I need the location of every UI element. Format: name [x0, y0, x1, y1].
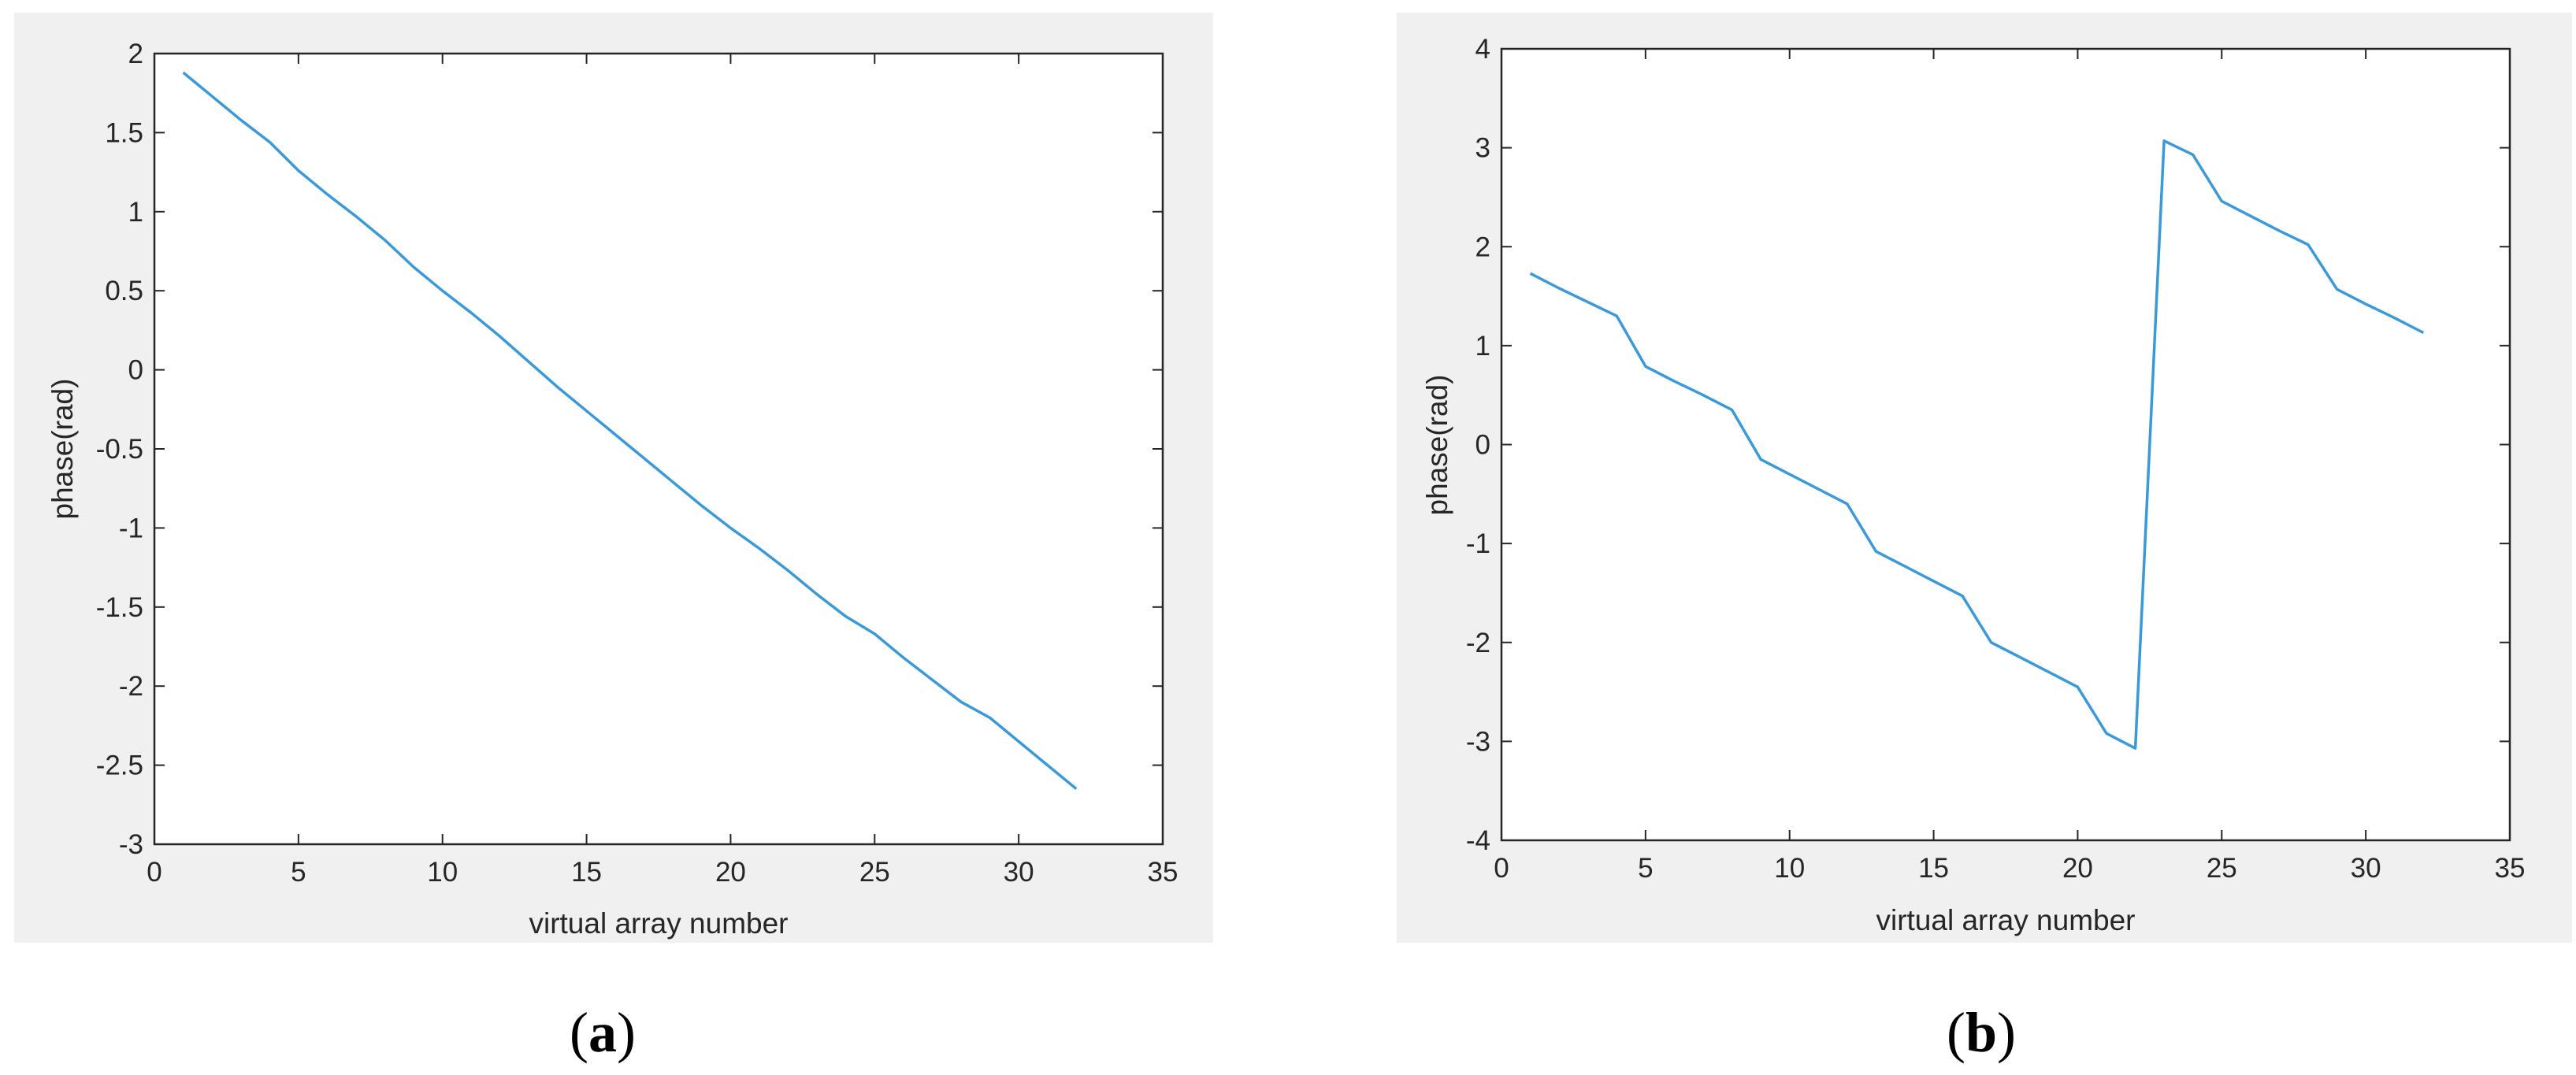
panel-b-x-tick-label: 15 — [1918, 853, 1949, 884]
panel-a-x-axis-label: virtual array number — [529, 907, 788, 940]
panel-a-y-tick-label: -2 — [119, 671, 143, 702]
panel-b-caption-close: ) — [1997, 1001, 2016, 1064]
panel-b: -4 -3 -2 -1 0 1 2 3 4 0 5 10 15 20 25 30 35 virtual arr… — [1397, 13, 2572, 943]
panel-a-y-tick-label: 0 — [128, 355, 143, 386]
panel-a-x-tick-label: 0 — [147, 857, 161, 888]
panel-a-y-tick-label: 0.5 — [105, 276, 143, 306]
panel-a-x-tick-label: 10 — [427, 857, 458, 888]
panel-b-y-ticks: -4 -3 -2 -1 0 1 2 3 4 — [1466, 34, 2510, 856]
panel-b-caption-open: ( — [1947, 1001, 1965, 1064]
panel-b-x-tick-label: 30 — [2351, 853, 2381, 884]
panel-b-data-line — [1529, 139, 2425, 750]
panel-a-x-tick-label: 15 — [571, 857, 602, 888]
panel-a-x-tick-label: 35 — [1148, 857, 1179, 888]
panel-b-y-tick-label: 4 — [1475, 34, 1490, 65]
panel-a-y-tick-label: -3 — [119, 829, 143, 860]
panel-a-x-tick-label: 30 — [1004, 857, 1034, 888]
panel-a-y-tick-label: 2 — [128, 39, 143, 69]
panel-b-plot-area — [1501, 49, 2510, 840]
panel-b-x-tick-label: 20 — [2062, 853, 2093, 884]
panel-b-y-tick-label: -2 — [1466, 628, 1490, 658]
panel-a-x-tick-label: 5 — [291, 857, 306, 888]
panel-a: -3 -2.5 -2 -1.5 -1 -0.5 0 0.5 1 1.5 2 0 5 10 15 20 25 30… — [14, 13, 1213, 943]
panel-a-y-tick-label: -1 — [119, 513, 143, 543]
panel-a-x-ticks: 0 5 10 15 20 25 30 35 — [147, 54, 1178, 888]
panel-b-y-tick-label: 0 — [1475, 430, 1490, 461]
panel-b-y-tick-label: -3 — [1466, 726, 1490, 757]
panel-b-y-axis-label: phase(rad) — [1421, 375, 1453, 516]
panel-a-data-line — [182, 71, 1078, 791]
panel-b-y-tick-label: 2 — [1475, 232, 1490, 262]
panel-a-y-axis-label: phase(rad) — [46, 379, 79, 520]
panel-a-caption-letter: a — [588, 1001, 617, 1064]
panel-a-x-tick-label: 20 — [715, 857, 746, 888]
panel-b-x-tick-label: 0 — [1494, 853, 1509, 884]
panel-a-y-tick-label: -2.5 — [96, 751, 143, 781]
panel-b-y-tick-label: -1 — [1466, 528, 1490, 559]
panel-b-y-tick-label: 1 — [1475, 331, 1490, 361]
panel-b-axes-frame — [1500, 47, 2511, 842]
panel-a-y-ticks: -3 -2.5 -2 -1.5 -1 -0.5 0 0.5 1 1.5 2 — [96, 39, 1163, 860]
panel-b-caption: (b) — [1947, 1001, 2016, 1064]
panel-a-axes-frame — [153, 52, 1164, 846]
panel-a-y-tick-label: -1.5 — [96, 592, 143, 623]
panel-a-x-tick-label: 25 — [859, 857, 890, 888]
panel-a-plot-area — [154, 54, 1163, 844]
panel-b-x-tick-label: 25 — [2207, 853, 2237, 884]
panel-b-x-axis-label: virtual array number — [1876, 904, 2135, 936]
panel-b-y-tick-label: -4 — [1466, 825, 1490, 856]
panel-b-x-tick-label: 5 — [1638, 853, 1653, 884]
panel-a-y-tick-label: 1.5 — [105, 117, 143, 148]
panel-b-y-tick-label: 3 — [1475, 133, 1490, 164]
panel-b-x-tick-label: 35 — [2495, 853, 2526, 884]
panel-b-x-ticks: 0 5 10 15 20 25 30 35 — [1494, 49, 2525, 884]
panel-b-x-tick-label: 10 — [1774, 853, 1805, 884]
panel-b-caption-letter: b — [1965, 1001, 1997, 1064]
panel-a-y-tick-label: -0.5 — [96, 434, 143, 465]
panel-a-y-tick-label: 1 — [128, 197, 143, 228]
panel-a-caption: (a) — [570, 1001, 636, 1064]
panel-a-caption-open: ( — [570, 1001, 588, 1064]
panel-a-caption-close: ) — [617, 1001, 636, 1064]
